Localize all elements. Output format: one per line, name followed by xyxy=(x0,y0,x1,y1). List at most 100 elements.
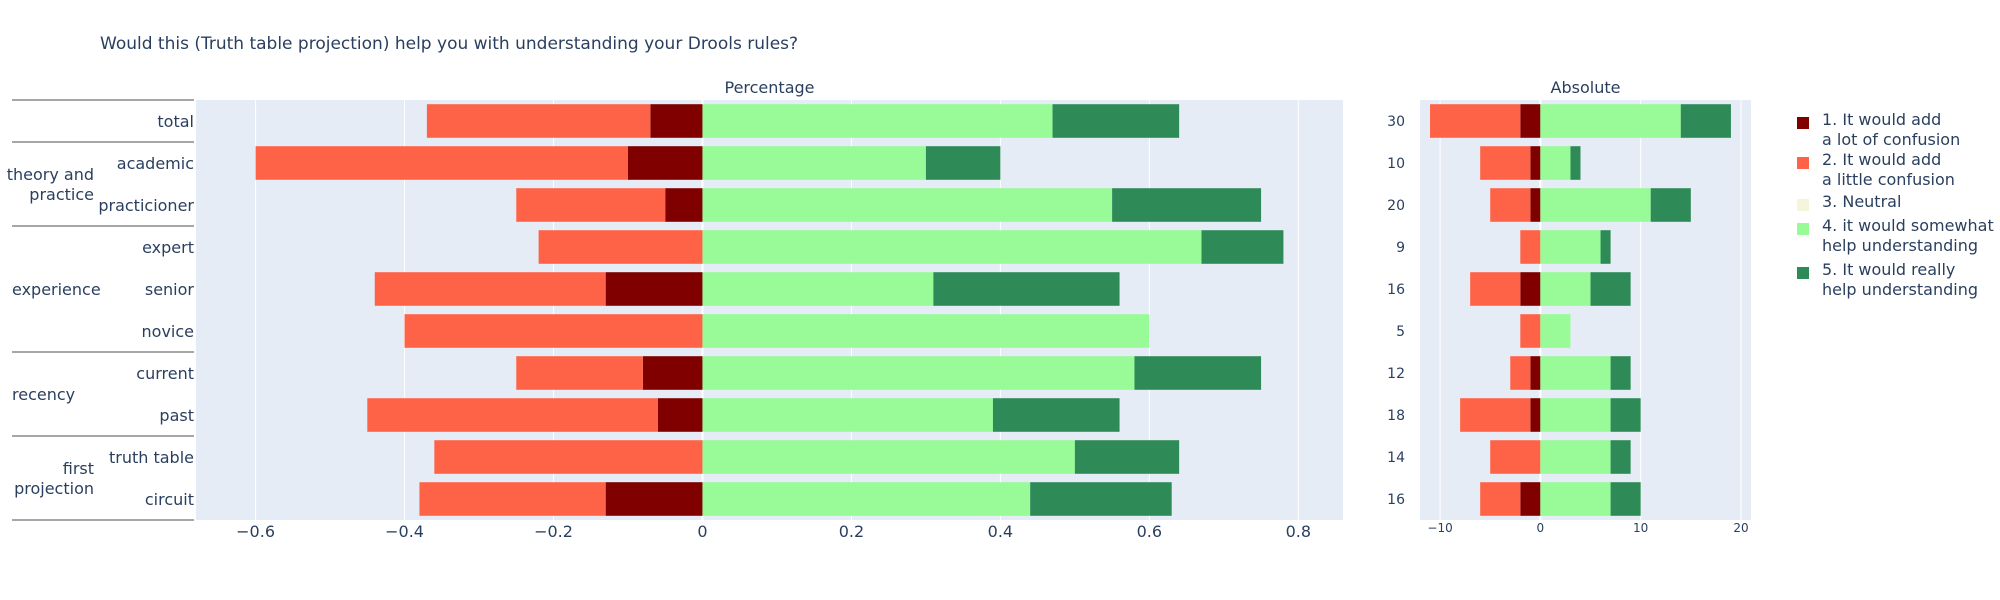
percentage-bar-past-5-it-would-really-help-u xyxy=(992,398,1120,432)
percentage-bar-academic-5-it-would-really-help-u xyxy=(925,146,1001,180)
absolute-bar-18-1-it-would-add-a-lot-of- xyxy=(1530,398,1541,432)
legend-item-2[interactable]: 2. It would add a little confusion xyxy=(1797,150,1955,189)
percentage-bar-senior-5-it-would-really-help-u xyxy=(933,272,1120,306)
percentage-bar-senior-2-it-would-add-a-little- xyxy=(374,272,606,306)
group-label-first-projection: first projection xyxy=(14,459,94,498)
absolute-bar-16-2-it-would-add-a-little- xyxy=(1480,482,1521,516)
percentage-x-tick-label: 0.2 xyxy=(839,522,864,541)
absolute-x-tick-label: 0 xyxy=(1537,521,1545,535)
absolute-bar-18-2-it-would-add-a-little- xyxy=(1460,398,1531,432)
legend-label: 4. it would somewhat help understanding xyxy=(1822,216,1994,255)
row-label-current: current xyxy=(136,364,194,383)
percentage-bar-current-1-it-would-add-a-lot-of- xyxy=(642,356,703,390)
legend-label: 5. It would really help understanding xyxy=(1822,260,1978,299)
percentage-bar-senior-4-it-would-somewhat-help xyxy=(702,272,934,306)
percentage-x-tick-label: −0.6 xyxy=(236,522,275,541)
absolute-bar-16-2-it-would-add-a-little- xyxy=(1470,272,1521,306)
percentage-bar-novice-4-it-would-somewhat-help xyxy=(702,314,1150,348)
absolute-row-count: 14 xyxy=(1387,450,1405,466)
absolute-panel: −10 0 10 20 30 10 20 9 16 5 12 18 14 16 Absolute xyxy=(1387,78,1751,535)
percentage-bar-truth-table-4-it-would-somewhat-help xyxy=(702,440,1075,474)
absolute-bar-5-2-it-would-add-a-little- xyxy=(1520,314,1541,348)
percentage-bar-expert-2-it-would-add-a-little- xyxy=(538,230,703,264)
percentage-bar-current-2-it-would-add-a-little- xyxy=(516,356,643,390)
chart-title: Would this (Truth table projection) help… xyxy=(100,34,798,54)
percentage-bar-circuit-5-it-would-really-help-u xyxy=(1030,482,1172,516)
row-label-novice: novice xyxy=(142,322,194,341)
absolute-bar-14-4-it-would-somewhat-help xyxy=(1540,440,1611,474)
absolute-bar-9-2-it-would-add-a-little- xyxy=(1520,230,1541,264)
absolute-bar-20-2-it-would-add-a-little- xyxy=(1490,188,1531,222)
absolute-bar-10-1-it-would-add-a-lot-of- xyxy=(1530,146,1541,180)
absolute-bar-20-4-it-would-somewhat-help xyxy=(1540,188,1651,222)
absolute-bar-20-1-it-would-add-a-lot-of- xyxy=(1530,188,1541,222)
group-labels: theory and practice experience recency first… xyxy=(7,165,101,498)
percentage-bar-academic-1-it-would-add-a-lot-of- xyxy=(627,146,703,180)
absolute-row-count: 5 xyxy=(1396,324,1405,340)
legend-item-1[interactable]: 1. It would add a lot of confusion xyxy=(1797,110,1960,149)
absolute-row-count: 10 xyxy=(1387,156,1405,172)
percentage-bar-practicioner-5-it-would-really-help-u xyxy=(1112,188,1262,222)
percentage-bar-circuit-4-it-would-somewhat-help xyxy=(702,482,1031,516)
absolute-x-tick-label: 20 xyxy=(1733,521,1748,535)
legend-label: 3. Neutral xyxy=(1822,192,1901,211)
row-label-truth-table: truth table xyxy=(109,448,194,467)
percentage-bar-current-4-it-would-somewhat-help xyxy=(702,356,1135,390)
absolute-bar-18-5-it-would-really-help-u xyxy=(1610,398,1641,432)
percentage-bar-practicioner-2-it-would-add-a-little- xyxy=(516,188,666,222)
absolute-x-tick-label: −10 xyxy=(1427,521,1452,535)
row-label-academic: academic xyxy=(117,154,194,173)
absolute-row-count: 12 xyxy=(1387,366,1405,382)
percentage-x-tick-label: 0.4 xyxy=(988,522,1013,541)
legend-label: 2. It would add a little confusion xyxy=(1822,150,1955,189)
absolute-bar-12-2-it-would-add-a-little- xyxy=(1510,356,1531,390)
row-label-expert: expert xyxy=(142,238,194,257)
percentage-bar-past-1-it-would-add-a-lot-of- xyxy=(657,398,703,432)
absolute-row-count: 16 xyxy=(1387,282,1405,298)
absolute-bar-14-5-it-would-really-help-u xyxy=(1610,440,1631,474)
percentage-bar-novice-2-it-would-add-a-little- xyxy=(404,314,703,348)
absolute-bar-30-5-it-would-really-help-u xyxy=(1680,104,1731,138)
percentage-bar-circuit-2-it-would-add-a-little- xyxy=(419,482,606,516)
absolute-row-count: 18 xyxy=(1387,408,1405,424)
absolute-bar-14-2-it-would-add-a-little- xyxy=(1490,440,1541,474)
absolute-bar-16-4-it-would-somewhat-help xyxy=(1540,482,1611,516)
percentage-x-tick-label: −0.4 xyxy=(385,522,424,541)
percentage-bar-total-5-it-would-really-help-u xyxy=(1052,104,1180,138)
absolute-x-tick-label: 10 xyxy=(1633,521,1648,535)
percentage-x-tick-label: 0.8 xyxy=(1286,522,1311,541)
absolute-bar-16-1-it-would-add-a-lot-of- xyxy=(1520,272,1541,306)
absolute-bar-9-5-it-would-really-help-u xyxy=(1600,230,1611,264)
absolute-bar-30-2-it-would-add-a-little- xyxy=(1430,104,1521,138)
percentage-bar-past-4-it-would-somewhat-help xyxy=(702,398,993,432)
percentage-bar-past-2-it-would-add-a-little- xyxy=(367,398,658,432)
group-label-recency: recency xyxy=(12,385,75,404)
legend-label: 1. It would add a lot of confusion xyxy=(1822,110,1960,149)
percentage-x-tick-label: 0 xyxy=(697,522,707,541)
legend-swatch xyxy=(1797,157,1809,169)
percentage-bar-practicioner-1-it-would-add-a-lot-of- xyxy=(665,188,703,222)
group-label-theory-and-practice: theory and practice xyxy=(7,165,94,204)
row-label-circuit: circuit xyxy=(145,490,194,509)
legend-item-4[interactable]: 4. it would somewhat help understanding xyxy=(1797,216,1994,255)
percentage-bar-expert-4-it-would-somewhat-help xyxy=(702,230,1202,264)
legend-item-3[interactable]: 3. Neutral xyxy=(1797,192,1901,211)
absolute-bar-16-1-it-would-add-a-lot-of- xyxy=(1520,482,1541,516)
percentage-bar-circuit-1-it-would-add-a-lot-of- xyxy=(605,482,703,516)
absolute-x-ticks: −10 0 10 20 xyxy=(1427,521,1748,535)
row-label-practicioner: practicioner xyxy=(98,196,194,215)
legend-item-5[interactable]: 5. It would really help understanding xyxy=(1797,260,1978,299)
absolute-bar-12-1-it-would-add-a-lot-of- xyxy=(1530,356,1541,390)
percentage-panel: −0.6 −0.4 −0.2 0 0.2 0.4 0.6 0.8 Percentage xyxy=(196,78,1343,541)
percentage-bar-academic-4-it-would-somewhat-help xyxy=(702,146,926,180)
absolute-bar-16-5-it-would-really-help-u xyxy=(1610,482,1641,516)
absolute-row-count: 30 xyxy=(1387,114,1405,130)
legend-swatch xyxy=(1797,199,1809,211)
group-separators xyxy=(12,99,194,521)
absolute-bar-5-4-it-would-somewhat-help xyxy=(1540,314,1571,348)
row-label-senior: senior xyxy=(145,280,195,299)
absolute-bar-16-5-it-would-really-help-u xyxy=(1590,272,1631,306)
absolute-bar-10-4-it-would-somewhat-help xyxy=(1540,146,1571,180)
